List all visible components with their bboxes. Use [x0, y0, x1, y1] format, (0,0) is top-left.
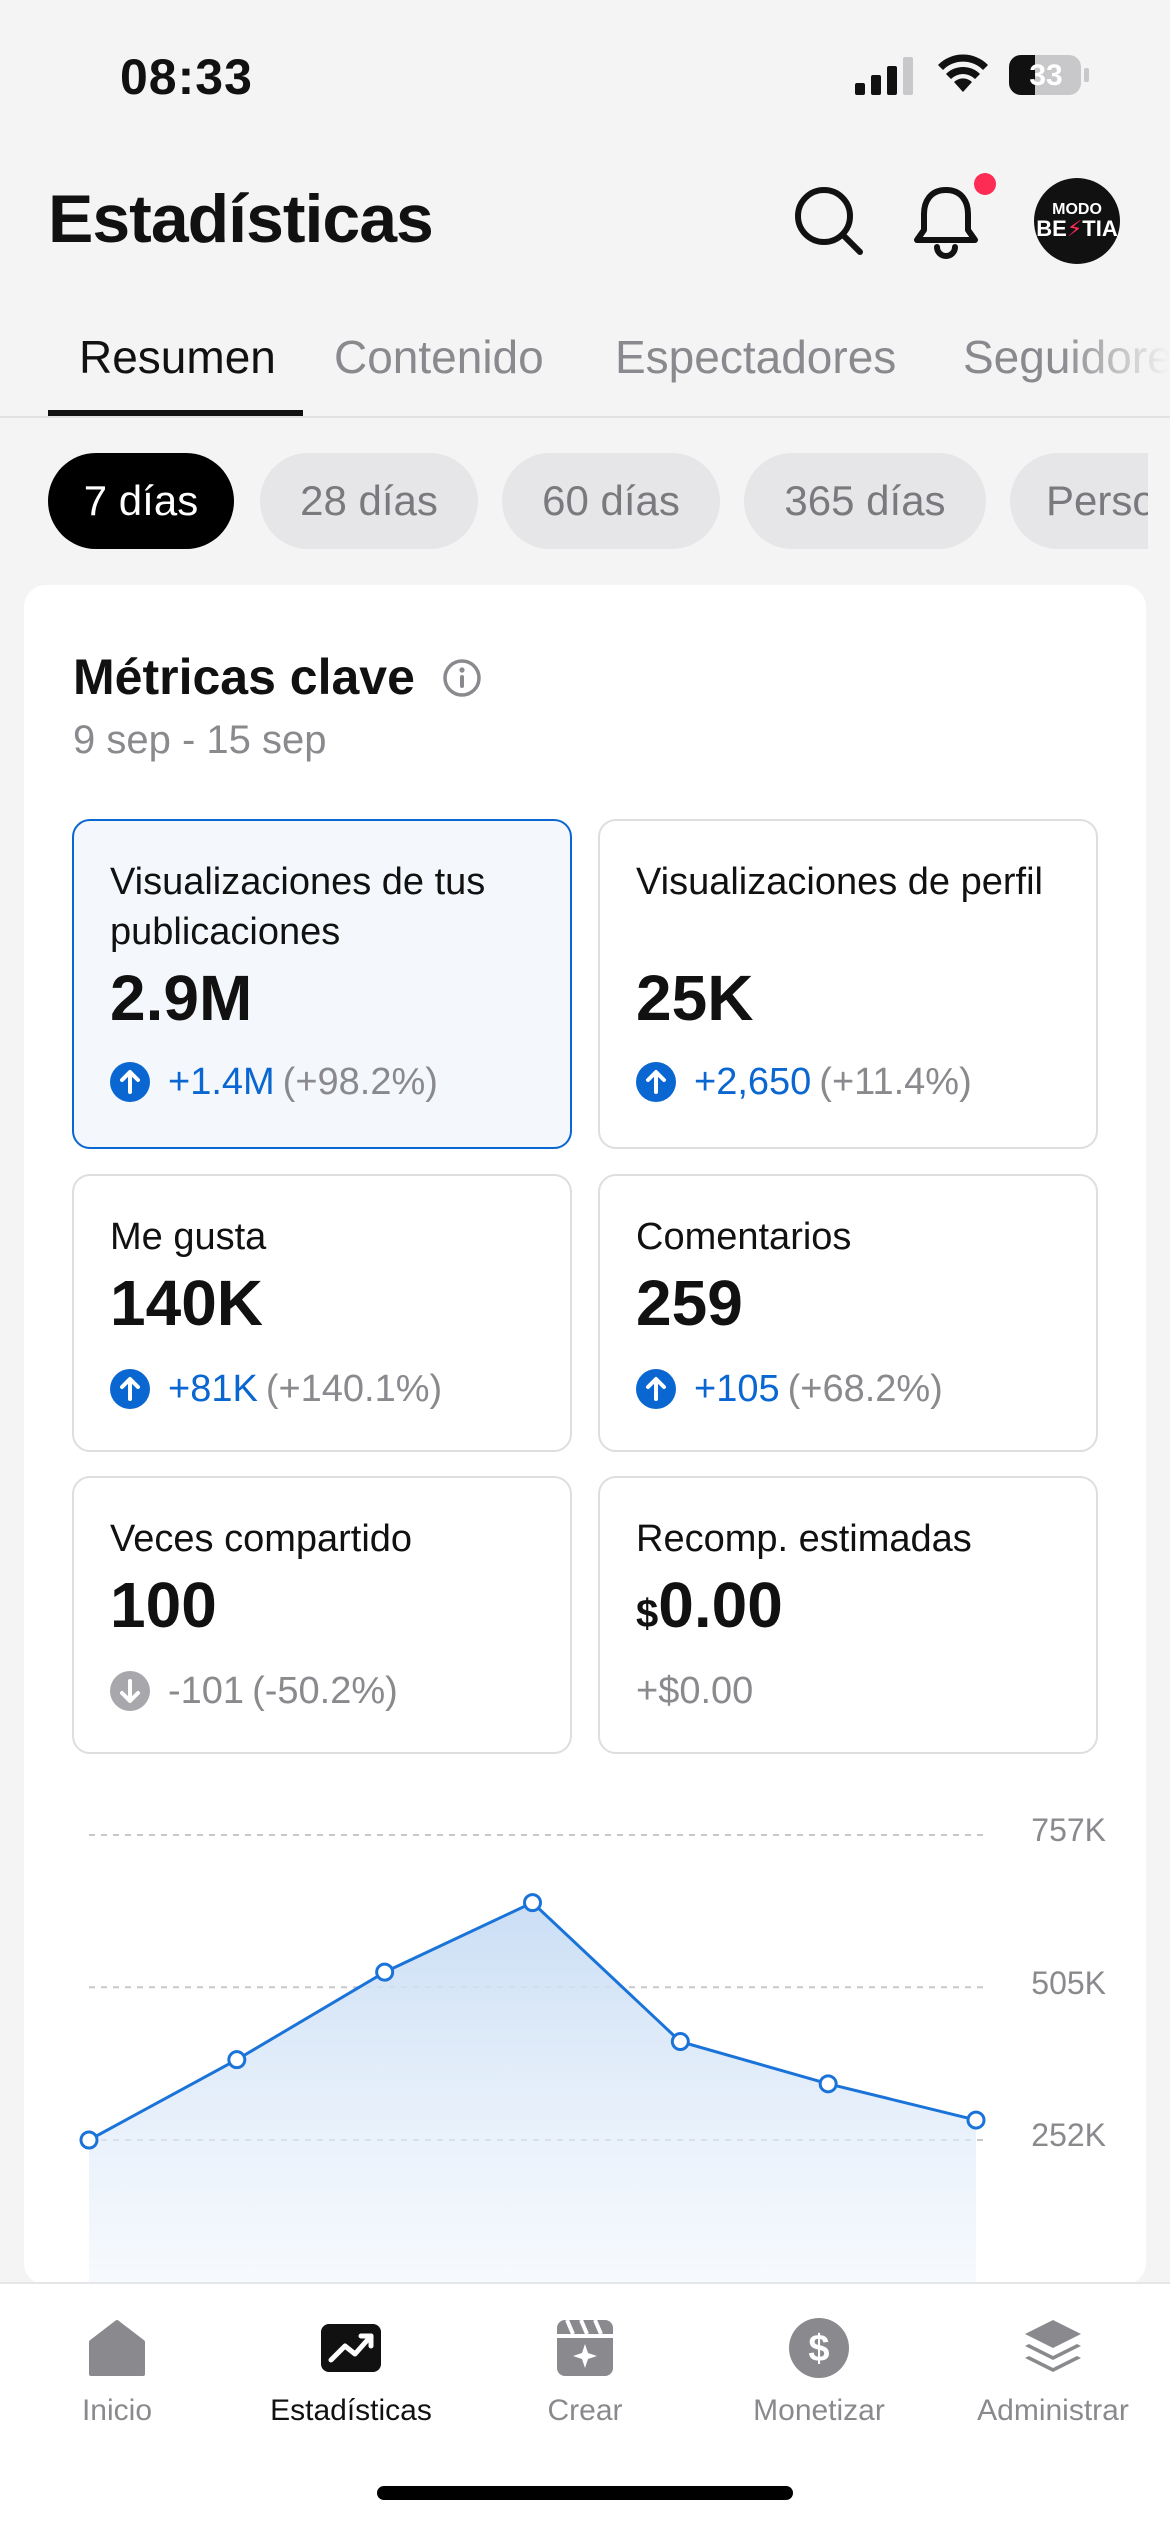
status-bar: 08:33 33: [0, 0, 1170, 150]
page-title: Estadísticas: [48, 181, 434, 257]
arrow-up-icon: [110, 1369, 150, 1409]
period-60-days[interactable]: 60 días: [502, 453, 720, 549]
metric-label: Visualizaciones de tus publicaciones: [110, 861, 486, 953]
metric-value: 259: [636, 1267, 743, 1339]
metric-shares[interactable]: Veces compartido 100 -101 (-50.2%): [72, 1476, 572, 1754]
chart-point[interactable]: [966, 2110, 986, 2130]
arrow-up-icon: [636, 1369, 676, 1409]
period-custom[interactable]: Personalizado: [1010, 453, 1148, 549]
chart-point[interactable]: [79, 2130, 99, 2150]
tab-bar: Resumen Contenido Espectadores Seguidore…: [0, 300, 1170, 418]
cellular-signal-icon: [855, 57, 913, 95]
dollar-icon: $: [789, 2318, 849, 2378]
metric-post-views[interactable]: Visualizaciones de tus publicaciones 2.9…: [72, 819, 572, 1149]
arrow-down-icon: [110, 1671, 150, 1711]
nav-estadisticas[interactable]: Estadísticas: [234, 2304, 468, 2454]
tab-espectadores[interactable]: Espectadores: [615, 331, 897, 383]
key-metrics-card: Métricas clave 9 sep - 15 sep Visualizac…: [24, 585, 1146, 2285]
svg-text:$: $: [808, 2328, 829, 2370]
battery-level: 33: [1029, 59, 1063, 92]
analytics-icon: [321, 2324, 381, 2372]
metric-profile-views[interactable]: Visualizaciones de perfil 25K +2,650 (+1…: [598, 819, 1098, 1149]
chart-point[interactable]: [523, 1893, 542, 1913]
period-7-days[interactable]: 7 días: [48, 453, 234, 549]
lightning-icon: ⚡: [1066, 216, 1083, 241]
metric-label: Me gusta: [110, 1216, 267, 1258]
header: Estadísticas: [0, 160, 1170, 280]
y-tick-label: 505K: [1031, 1965, 1106, 2001]
chart-area: [89, 1902, 976, 2285]
home-indicator: [377, 2486, 793, 2500]
status-time: 08:33: [120, 49, 253, 105]
chart-point[interactable]: [375, 1962, 395, 1982]
search-icon[interactable]: [790, 182, 870, 262]
home-icon: [89, 2320, 145, 2376]
metric-value: 25K: [636, 962, 754, 1034]
y-tick-label: 252K: [1031, 2117, 1106, 2153]
metric-change: +105 (+68.2%): [636, 1366, 943, 1412]
wifi-icon: [938, 54, 988, 92]
date-range: 9 sep - 15 sep: [73, 718, 327, 762]
nav-administrar[interactable]: Administrar: [936, 2304, 1170, 2454]
views-chart: [79, 1834, 986, 2285]
metric-label: Comentarios: [636, 1216, 852, 1258]
metric-estimated-rewards[interactable]: Recomp. estimadas $0.00 +$0.00: [598, 1476, 1098, 1754]
metric-change: +$0.00: [636, 1669, 754, 1712]
notification-dot: [974, 173, 996, 195]
metric-value: 140K: [110, 1267, 263, 1339]
chart-point[interactable]: [227, 2050, 247, 2070]
arrow-up-icon: [636, 1062, 676, 1102]
layers-icon: [1025, 2320, 1081, 2372]
bell-icon[interactable]: [906, 180, 986, 260]
tabs-fade: [1060, 300, 1170, 416]
nav-crear[interactable]: Crear: [468, 2304, 702, 2454]
period-365-days[interactable]: 365 días: [744, 453, 986, 549]
chart-point[interactable]: [818, 2074, 838, 2094]
metric-change: +1.4M (+98.2%): [110, 1059, 438, 1105]
nav-inicio[interactable]: Inicio: [0, 2304, 234, 2454]
metric-likes[interactable]: Me gusta 140K +81K (+140.1%): [72, 1174, 572, 1452]
currency-symbol: $: [636, 1592, 659, 1636]
metric-change: +81K (+140.1%): [110, 1366, 442, 1412]
create-icon: [557, 2319, 613, 2376]
tab-active-indicator: [48, 410, 303, 416]
period-selector: 7 días 28 días 60 días 365 días Personal…: [0, 453, 1148, 549]
metric-value: 100: [110, 1569, 217, 1641]
card-title: Métricas clave: [73, 649, 415, 705]
metric-label: Veces compartido: [110, 1518, 413, 1560]
arrow-up-icon: [110, 1062, 150, 1102]
tab-resumen[interactable]: Resumen: [79, 331, 276, 383]
metric-label: Visualizaciones de perfil: [636, 861, 1043, 903]
metric-label: Recomp. estimadas: [636, 1518, 972, 1560]
metric-comments[interactable]: Comentarios 259 +105 (+68.2%): [598, 1174, 1098, 1452]
metric-change: +2,650 (+11.4%): [636, 1059, 972, 1105]
period-28-days[interactable]: 28 días: [260, 453, 478, 549]
avatar[interactable]: MODO BE⚡TIA: [1034, 178, 1120, 264]
tab-contenido[interactable]: Contenido: [334, 331, 544, 383]
info-icon[interactable]: [442, 658, 482, 698]
metric-change: -101 (-50.2%): [110, 1668, 398, 1714]
battery-icon: 33: [1008, 54, 1090, 96]
nav-monetizar[interactable]: $ Monetizar: [702, 2304, 936, 2454]
metric-value: $0.00: [636, 1569, 783, 1641]
y-tick-label: 757K: [1031, 1812, 1106, 1848]
chart-point[interactable]: [670, 2032, 690, 2052]
metric-value: 2.9M: [110, 962, 253, 1034]
